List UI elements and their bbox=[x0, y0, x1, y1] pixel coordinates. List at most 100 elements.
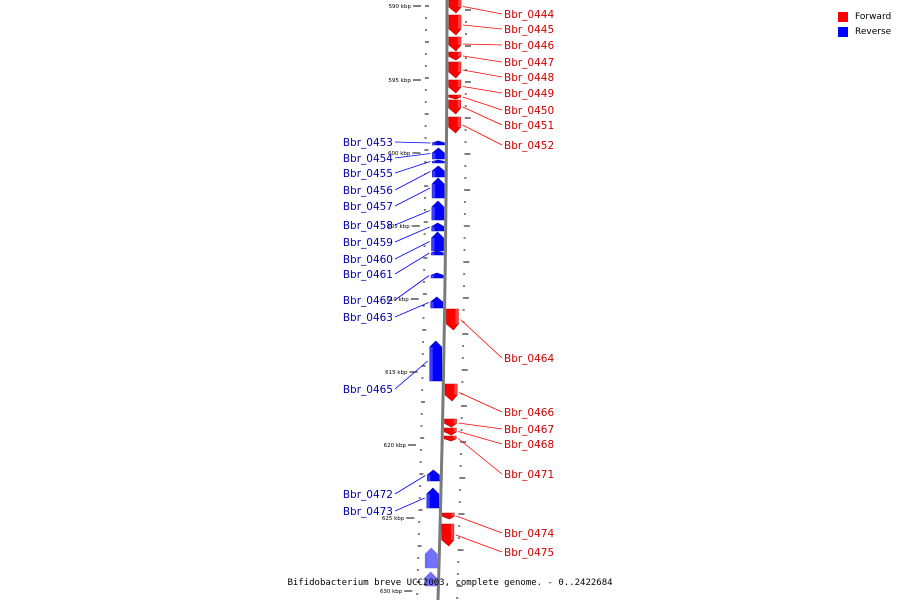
label-connector bbox=[462, 86, 503, 94]
gene-shading bbox=[432, 170, 436, 177]
gene-label-bbr-0473[interactable]: Bbr_0473 bbox=[343, 506, 393, 518]
gene-label-bbr-0471[interactable]: Bbr_0471 bbox=[504, 469, 554, 481]
gene-label-bbr-0462[interactable]: Bbr_0462 bbox=[343, 295, 393, 307]
gene-shading bbox=[457, 100, 461, 108]
genome-backbone bbox=[436, 0, 449, 600]
gene-shading bbox=[431, 226, 435, 231]
gene-label-bbr-0468[interactable]: Bbr_0468 bbox=[504, 439, 554, 451]
label-connector bbox=[394, 275, 430, 301]
gene-label-bbr-0466[interactable]: Bbr_0466 bbox=[504, 407, 554, 419]
gene-label-bbr-0463[interactable]: Bbr_0463 bbox=[343, 312, 393, 324]
gene-label-bbr-0452[interactable]: Bbr_0452 bbox=[504, 140, 554, 152]
scale-label: 595 kbp bbox=[388, 78, 411, 84]
gene-label-bbr-0448[interactable]: Bbr_0448 bbox=[504, 72, 554, 84]
gene-shading bbox=[453, 428, 457, 432]
gene-shading bbox=[432, 161, 436, 163]
legend-reverse: Reverse bbox=[838, 24, 891, 39]
scale-label: 590 kbp bbox=[389, 4, 412, 10]
label-connector bbox=[458, 422, 503, 430]
gene-shading bbox=[450, 524, 454, 540]
legend: Forward Reverse bbox=[838, 9, 891, 39]
label-connector bbox=[458, 431, 503, 445]
gene-label-bbr-0467[interactable]: Bbr_0467 bbox=[504, 424, 554, 436]
gene-label-bbr-0458[interactable]: Bbr_0458 bbox=[343, 220, 393, 232]
gene-shading bbox=[431, 252, 435, 255]
scale-label: 605 kbp bbox=[387, 224, 410, 230]
gene-shading bbox=[457, 95, 461, 98]
gene-shading bbox=[457, 0, 461, 8]
gene-shading bbox=[426, 494, 430, 508]
gene-label-bbr-0451[interactable]: Bbr_0451 bbox=[504, 120, 554, 132]
gene-shading bbox=[431, 275, 435, 278]
label-connector bbox=[462, 6, 503, 15]
scale-labels: 590 kbp 595 kbp 600 kbp 605 kbp 610 kbp 615 k… bbox=[380, 4, 421, 595]
scale-label: 610 kbp bbox=[386, 297, 409, 303]
label-connector bbox=[394, 475, 426, 495]
gene-shading bbox=[457, 52, 461, 57]
gene-label-bbr-0475[interactable]: Bbr_0475 bbox=[504, 547, 554, 559]
gene-label-bbr-0461[interactable]: Bbr_0461 bbox=[343, 269, 393, 281]
gene-label-bbr-0444[interactable]: Bbr_0444 bbox=[504, 9, 554, 21]
label-connector bbox=[394, 153, 431, 159]
label-connector bbox=[394, 302, 429, 318]
gene-label-bbr-0454[interactable]: Bbr_0454 bbox=[343, 153, 393, 165]
gene-label-bbr-0446[interactable]: Bbr_0446 bbox=[504, 40, 554, 52]
gene-shading bbox=[457, 62, 461, 72]
gene-shading bbox=[424, 578, 428, 586]
gene-shading bbox=[432, 184, 436, 198]
gene-label-bbr-0449[interactable]: Bbr_0449 bbox=[504, 88, 554, 100]
gene-shading bbox=[453, 419, 457, 424]
gene-shading bbox=[457, 15, 461, 29]
gene-label-bbr-0460[interactable]: Bbr_0460 bbox=[343, 254, 393, 266]
gene-labels: Bbr_0444 Bbr_0445 Bbr_0446 Bbr_0447 Bbr_0448… bbox=[343, 6, 554, 559]
label-connector bbox=[462, 96, 503, 111]
gene-label-bbr-0456[interactable]: Bbr_0456 bbox=[343, 185, 393, 197]
gene-label-bbr-0459[interactable]: Bbr_0459 bbox=[343, 237, 393, 249]
gene-shading bbox=[457, 117, 461, 127]
label-connector bbox=[394, 187, 431, 207]
label-connector bbox=[455, 534, 503, 553]
genome-caption: Bifidobacterium breve UCC2003, complete … bbox=[287, 578, 613, 588]
label-connector bbox=[460, 319, 503, 359]
forward-swatch bbox=[838, 11, 848, 22]
label-connector bbox=[458, 392, 503, 413]
gene-shading bbox=[451, 513, 455, 517]
gene-label-bbr-0450[interactable]: Bbr_0450 bbox=[504, 105, 554, 117]
gene-label-bbr-0455[interactable]: Bbr_0455 bbox=[343, 168, 393, 180]
scale-label: 615 kbp bbox=[385, 370, 408, 376]
label-connector bbox=[462, 55, 503, 63]
gene-label-bbr-0457[interactable]: Bbr_0457 bbox=[343, 201, 393, 213]
gene-label-bbr-0464[interactable]: Bbr_0464 bbox=[504, 353, 554, 365]
scale-label: 625 kbp bbox=[382, 516, 405, 522]
gene-label-bbr-0474[interactable]: Bbr_0474 bbox=[504, 528, 554, 540]
gene-features bbox=[424, 0, 462, 587]
gene-label-bbr-0445[interactable]: Bbr_0445 bbox=[504, 24, 554, 36]
scale-label: 620 kbp bbox=[384, 443, 407, 449]
label-connector bbox=[394, 141, 431, 144]
label-connector bbox=[457, 438, 503, 475]
reverse-swatch bbox=[838, 26, 848, 37]
gene-shading bbox=[427, 474, 431, 481]
gene-label-bbr-0447[interactable]: Bbr_0447 bbox=[504, 57, 554, 69]
gene-label-bbr-0453[interactable]: Bbr_0453 bbox=[343, 137, 393, 149]
gene-arrow-unnamed[interactable] bbox=[424, 571, 437, 587]
scale-label: 600 kbp bbox=[388, 151, 411, 157]
gene-shading bbox=[432, 152, 436, 159]
label-connector bbox=[394, 241, 430, 260]
label-connector bbox=[394, 497, 425, 512]
label-connector bbox=[394, 360, 429, 390]
gene-label-bbr-0465[interactable]: Bbr_0465 bbox=[343, 384, 393, 396]
legend-forward-label: Forward bbox=[855, 11, 892, 22]
gene-shading bbox=[432, 142, 436, 145]
gene-label-bbr-0472[interactable]: Bbr_0472 bbox=[343, 489, 393, 501]
label-connector bbox=[394, 226, 430, 243]
label-connector bbox=[456, 515, 503, 534]
gene-arrow-unnamed[interactable] bbox=[424, 547, 438, 569]
gene-shading bbox=[431, 238, 435, 251]
legend-reverse-label: Reverse bbox=[855, 26, 892, 37]
gene-shading bbox=[425, 554, 429, 568]
gene-shading bbox=[430, 301, 434, 308]
label-connector bbox=[462, 43, 503, 46]
label-connector bbox=[462, 124, 503, 146]
